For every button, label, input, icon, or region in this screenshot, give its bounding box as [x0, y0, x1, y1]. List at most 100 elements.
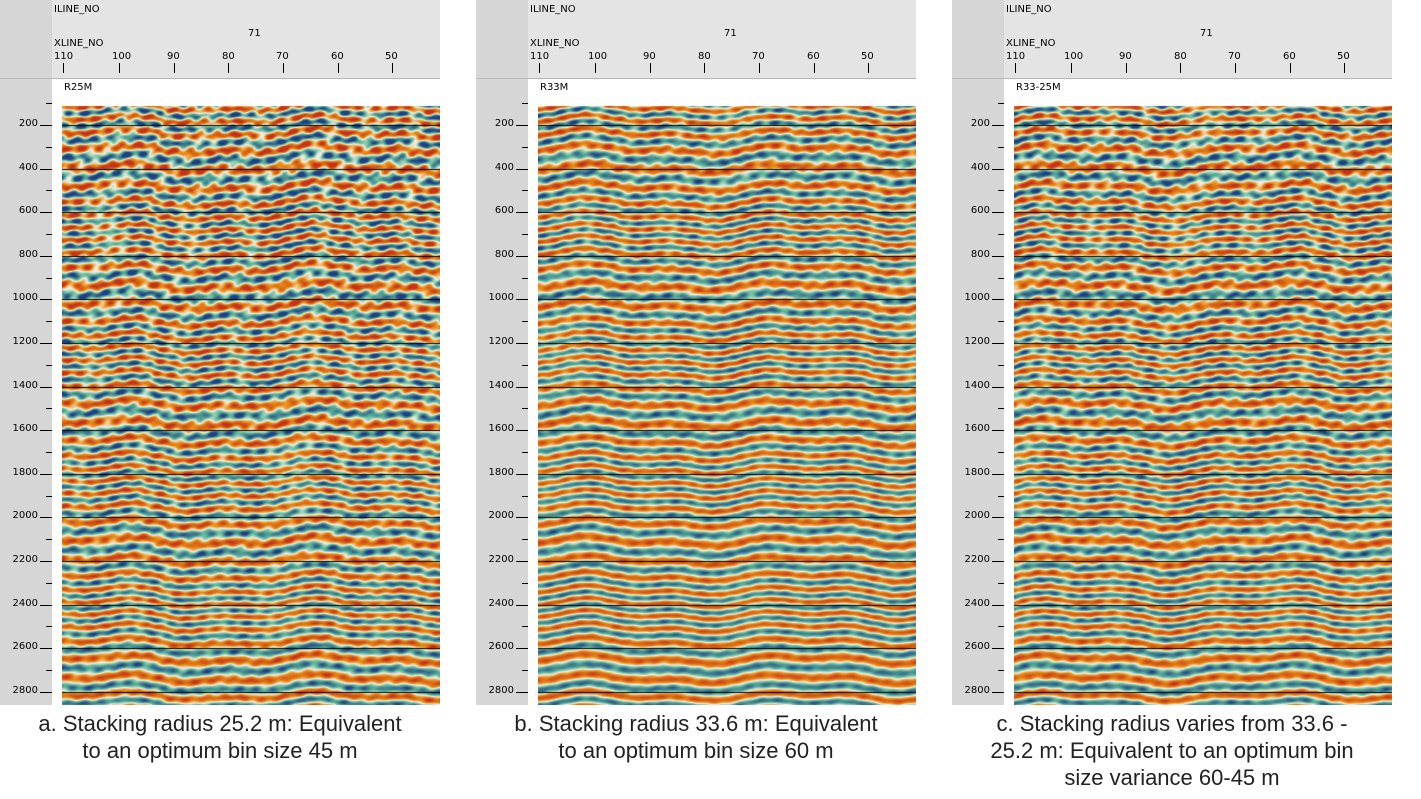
caption-line: b. Stacking radius 33.6 m: Equivalent [514, 711, 878, 736]
iline-value: 71 [1200, 28, 1213, 39]
time-minor-tick [522, 452, 528, 453]
time-tick-label: 800 [18, 248, 38, 260]
time-tick-label: 1000 [488, 292, 514, 304]
time-minor-tick [998, 146, 1004, 148]
time-minor-tick [522, 234, 528, 235]
xline-tick-mark [228, 63, 229, 73]
xline-tick-label: 60 [1283, 51, 1296, 62]
xline-tick-label: 100 [588, 51, 608, 62]
time-tick-label: 800 [970, 248, 990, 260]
seismic-section-image [1014, 104, 1392, 705]
time-tick-mark [516, 255, 528, 257]
time-minor-tick [46, 626, 52, 628]
time-minor-tick [46, 103, 52, 105]
iline-label: ILINE_NO [1006, 4, 1052, 15]
section-label-bar: R33-25M [1004, 79, 1392, 97]
time-tick-label: 1200 [488, 336, 514, 347]
section-tag: R25M [64, 82, 93, 93]
time-axis [476, 79, 528, 705]
time-tick-mark [992, 255, 1004, 257]
time-tick-label: 2600 [12, 641, 38, 653]
time-minor-tick [46, 234, 52, 235]
xline-tick-mark [392, 63, 393, 73]
time-tick-label: 400 [970, 161, 990, 173]
time-tick-label: 2200 [12, 554, 38, 565]
caption-line: a. Stacking radius 25.2 m: Equivalent [38, 711, 402, 736]
xline-tick-label: 60 [807, 51, 820, 62]
xline-tick-label: 50 [1337, 51, 1350, 62]
caption-line: c. Stacking radius varies from 33.6 - [996, 711, 1348, 736]
time-tick-label: 2200 [488, 554, 514, 565]
time-tick-mark [40, 125, 52, 126]
time-tick-label: 1600 [964, 423, 990, 435]
time-tick-mark [40, 604, 52, 606]
time-tick-mark [40, 386, 52, 388]
time-tick-label: 400 [494, 161, 514, 173]
time-tick-mark [516, 561, 528, 562]
time-minor-tick [46, 452, 52, 453]
time-minor-tick [46, 495, 52, 497]
time-minor-tick [46, 408, 52, 410]
time-minor-tick [998, 495, 1004, 497]
section-area: R25M 200 400 600 800 1000 1200 1400 1600 1800 200… [0, 79, 440, 705]
time-minor-tick [522, 277, 528, 279]
time-tick-mark [40, 255, 52, 257]
time-tick-label: 2800 [488, 684, 514, 696]
xline-tick-label: 100 [112, 51, 132, 62]
time-tick-label: 2400 [12, 597, 38, 609]
time-tick-mark [516, 648, 528, 650]
caption-line: size variance 60-45 m [1064, 765, 1280, 790]
panel-header: ILINE_NO 71 XLINE_NO 110 100 90 80 70 60… [476, 0, 916, 79]
time-tick-label: 1800 [488, 466, 514, 478]
panel-caption: c. Stacking radius varies from 33.6 - 25… [952, 710, 1392, 791]
time-minor-tick [998, 452, 1004, 453]
time-tick-mark [992, 125, 1004, 126]
time-tick-mark [992, 517, 1004, 519]
xline-tick-label: 70 [752, 51, 765, 62]
time-minor-tick [522, 321, 528, 323]
header-corner [476, 0, 528, 78]
time-tick-label: 1600 [12, 423, 38, 435]
time-tick-mark [40, 691, 52, 693]
time-tick-mark [40, 648, 52, 650]
iline-label: ILINE_NO [530, 4, 576, 15]
xline-tick-mark [1071, 63, 1072, 73]
time-tick-mark [40, 517, 52, 519]
xline-tick-mark [814, 63, 815, 73]
xline-tick-label: 110 [1006, 51, 1026, 62]
section-area: R33M 200 400 600 800 1000 1200 1400 1600 1800 200… [476, 79, 916, 705]
time-minor-tick [998, 670, 1004, 671]
time-tick-mark [40, 561, 52, 562]
xline-tick-mark [595, 63, 596, 73]
time-tick-mark [516, 343, 528, 344]
time-tick-label: 1800 [12, 466, 38, 478]
time-tick-label: 200 [494, 118, 514, 129]
time-tick-mark [992, 473, 1004, 475]
xline-tick-label: 90 [643, 51, 656, 62]
header-corner [952, 0, 1004, 78]
time-tick-label: 400 [18, 161, 38, 173]
time-minor-tick [46, 190, 52, 192]
section-label-bar: R25M [52, 79, 440, 97]
xline-tick-label: 110 [54, 51, 74, 62]
time-minor-tick [46, 582, 52, 584]
time-axis [0, 79, 52, 705]
time-minor-tick [522, 670, 528, 671]
time-tick-label: 200 [18, 118, 38, 129]
xline-label: XLINE_NO [54, 38, 104, 49]
caption-line: to an optimum bin size 45 m [82, 738, 358, 763]
xline-tick-mark [119, 63, 120, 73]
xline-tick-label: 90 [1119, 51, 1132, 62]
time-tick-label: 1800 [964, 466, 990, 478]
header-corner [0, 0, 52, 78]
xline-label: XLINE_NO [530, 38, 580, 49]
caption-line: to an optimum bin size 60 m [558, 738, 834, 763]
time-tick-label: 2600 [964, 641, 990, 653]
time-minor-tick [46, 364, 52, 366]
time-tick-mark [40, 473, 52, 475]
time-tick-mark [516, 473, 528, 475]
time-minor-tick [998, 321, 1004, 323]
time-minor-tick [46, 146, 52, 148]
time-tick-mark [40, 168, 52, 170]
time-tick-mark [992, 604, 1004, 606]
